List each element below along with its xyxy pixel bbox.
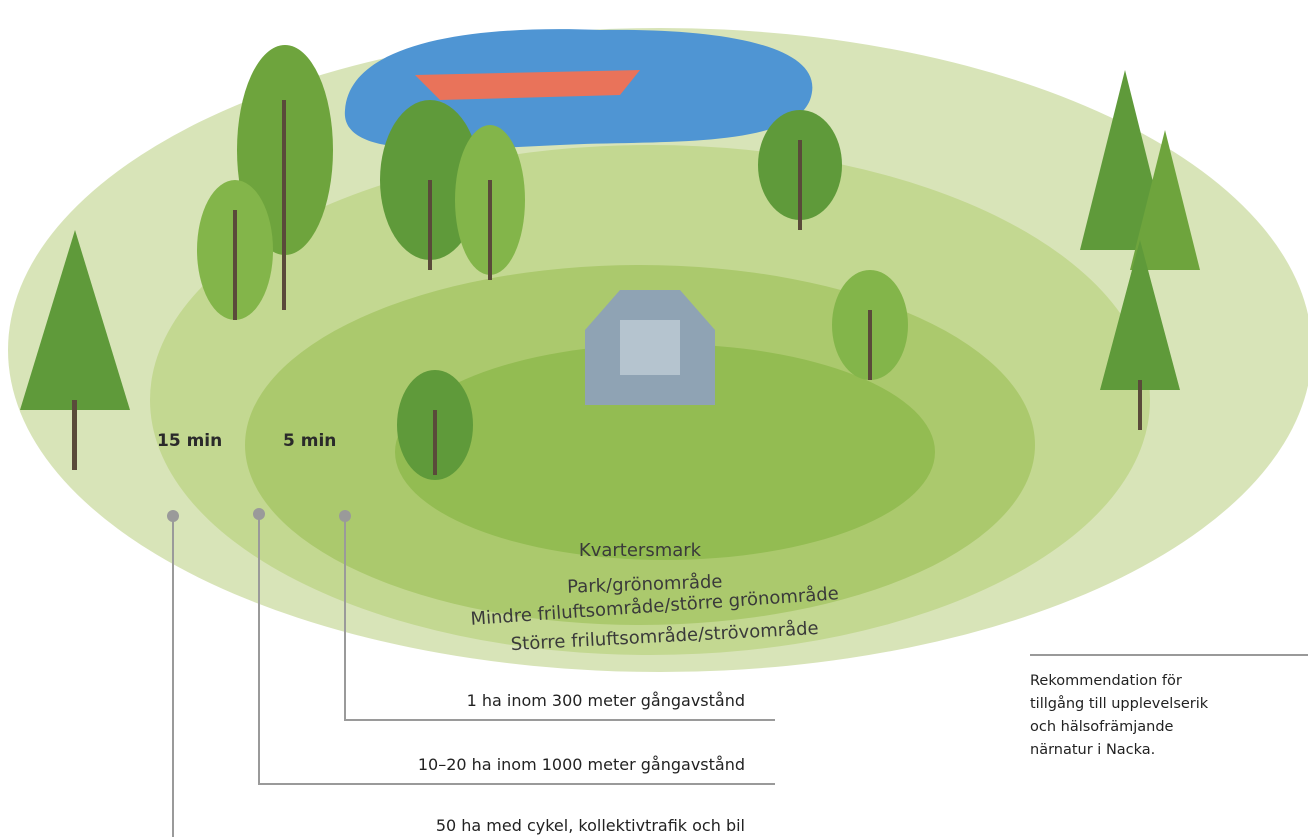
zone-label: Kvartersmark: [579, 540, 702, 561]
time-label: 15 min: [157, 431, 222, 451]
recommendation: 10–20 ha inom 1000 meter gångavstånd: [418, 755, 745, 774]
recommendation: 50 ha med cykel, kollektivtrafik och bil: [436, 816, 745, 835]
recommendation: 1 ha inom 300 meter gångavstånd: [467, 691, 745, 710]
caption-line: Rekommendation för: [1030, 673, 1182, 689]
caption-line: tillgång till upplevelserik: [1030, 695, 1209, 712]
time-label: 5 min: [283, 431, 336, 451]
caption-line: närnatur i Nacka.: [1030, 742, 1155, 758]
caption-line: och hälsofrämjande: [1030, 719, 1174, 735]
illustration: 15 min 5 min Kvartersmark Park/grönområd…: [0, 0, 1308, 837]
